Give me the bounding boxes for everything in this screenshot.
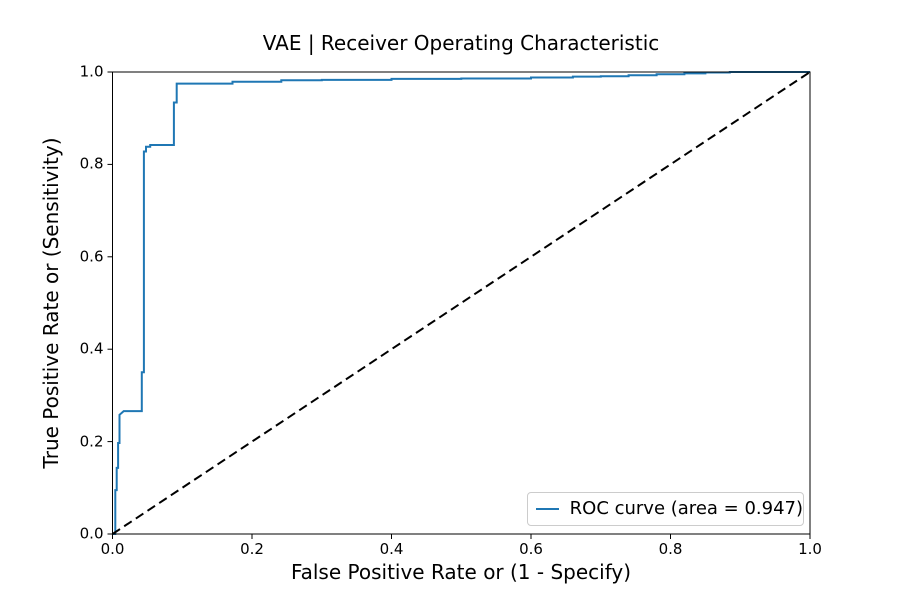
y-tick-label: 0.4 [79, 339, 104, 358]
legend-box: ROC curve (area = 0.947) [527, 492, 804, 526]
y-tick-label: 0.6 [79, 247, 104, 266]
y-tick-label: 0.2 [79, 432, 104, 451]
x-tick-label: 0.6 [519, 540, 543, 558]
x-tick-label: 0.4 [379, 540, 404, 558]
plot-frame [112, 71, 811, 535]
roc-curve-line [112, 71, 810, 535]
x-tick-label: 0.2 [240, 540, 264, 558]
y-axis-label: True Positive Rate or (Sensitivity) [39, 137, 63, 469]
x-tick-label: 1.0 [798, 540, 822, 558]
chart-title: VAE | Receiver Operating Characteristic [262, 31, 660, 55]
y-tick-label: 1.0 [79, 62, 104, 81]
legend-label: ROC curve (area = 0.947) [569, 498, 803, 519]
x-tick-label: 0.0 [100, 540, 125, 558]
legend-line-sample [536, 508, 559, 510]
y-tick-label: 0.8 [79, 154, 104, 173]
x-tick-label: 0.8 [658, 540, 683, 558]
y-tick-label: 0.0 [79, 524, 104, 543]
chance-diagonal-line [111, 71, 811, 535]
x-axis-label: False Positive Rate or (1 - Specify) [290, 560, 632, 584]
